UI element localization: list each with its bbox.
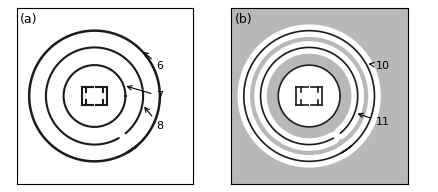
Text: 11: 11 <box>359 113 390 127</box>
Text: 7: 7 <box>127 86 163 101</box>
Text: 10: 10 <box>370 61 390 71</box>
Circle shape <box>278 65 340 127</box>
Text: (b): (b) <box>235 13 253 26</box>
Text: (a): (a) <box>20 13 38 26</box>
Text: 6: 6 <box>144 52 163 71</box>
Text: 8: 8 <box>145 108 163 131</box>
